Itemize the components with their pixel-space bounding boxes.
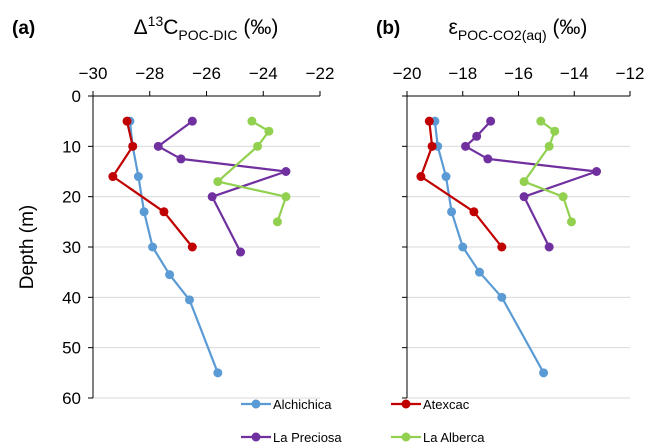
series-line-alchichica: [433, 121, 545, 374]
data-point-la-preciosa: [176, 154, 186, 164]
legend-marker: [401, 432, 411, 442]
legend-item-la-preciosa: La Preciosa: [241, 430, 342, 445]
data-point-alchichica: [213, 368, 223, 378]
data-point-la-alberca: [264, 126, 274, 136]
x-tick-label: −20: [393, 64, 422, 83]
series-la-alberca: [519, 116, 576, 227]
legend-marker: [251, 432, 261, 442]
data-point-la-preciosa: [207, 192, 217, 202]
legend-label: La Alberca: [423, 430, 485, 445]
data-point-la-alberca: [213, 177, 223, 187]
panel-b: −20 −18 −16 −14 −12 (b) εPOC-CO2(aq) (‰): [376, 16, 645, 399]
data-point-alchichica: [165, 270, 175, 280]
data-point-la-alberca: [544, 141, 554, 151]
x-tick-label: −30: [79, 64, 108, 83]
data-point-atexcac: [159, 207, 169, 217]
series-atexcac: [416, 116, 507, 252]
legend: Alchichica Atexcac La Preciosa La Alberca: [241, 397, 485, 445]
data-point-alchichica: [458, 242, 468, 252]
data-point-la-alberca: [519, 177, 529, 187]
y-tick-label: 60: [62, 389, 81, 408]
data-point-la-preciosa: [461, 141, 471, 151]
data-point-alchichica: [148, 242, 158, 252]
data-point-alchichica: [447, 207, 457, 217]
x-tick-label: −24: [249, 64, 278, 83]
data-point-la-preciosa: [187, 116, 197, 126]
data-point-la-preciosa: [519, 192, 529, 202]
y-tick-label: 40: [62, 288, 81, 307]
series-alchichica: [430, 116, 549, 378]
legend-item-atexcac: Atexcac: [391, 397, 470, 412]
x-tick-label: −14: [560, 64, 589, 83]
series-line-atexcac: [111, 120, 194, 248]
series-la-alberca: [213, 116, 291, 227]
x-axis-title: εPOC-CO2(aq) (‰): [449, 16, 588, 43]
data-point-la-alberca: [247, 116, 257, 126]
data-point-atexcac: [187, 242, 197, 252]
legend-label: Alchichica: [273, 397, 332, 412]
legend-item-la-alberca: La Alberca: [391, 430, 485, 445]
data-point-la-preciosa: [472, 131, 482, 141]
y-axis-title: Depth (m): [17, 205, 38, 289]
data-point-atexcac: [469, 207, 479, 217]
x-tick-label: −18: [448, 64, 477, 83]
series-line-la-alberca: [523, 120, 573, 223]
panel-label: (a): [12, 18, 35, 39]
data-point-la-preciosa: [281, 167, 291, 176]
data-point-la-preciosa: [544, 242, 554, 252]
series-line-la-preciosa: [157, 120, 288, 253]
x-tick-label: −28: [135, 64, 164, 83]
x-tick-label: −22: [306, 64, 335, 83]
data-point-alchichica: [474, 267, 484, 277]
panel-a: −30 −28 −26 −24 −22 0 10 20 30 40 50 60 (a) Δ13CPOC-D…: [12, 13, 334, 408]
data-point-alchichica: [133, 172, 143, 182]
x-tick-label: −26: [192, 64, 221, 83]
data-point-alchichica: [184, 295, 194, 305]
series-la-preciosa: [153, 116, 291, 257]
data-point-atexcac: [427, 141, 437, 151]
data-point-la-preciosa: [592, 167, 602, 176]
legend-marker: [401, 399, 411, 409]
data-point-atexcac: [108, 172, 118, 182]
data-point-la-preciosa: [236, 247, 246, 257]
data-point-atexcac: [424, 116, 434, 126]
data-point-la-alberca: [536, 116, 546, 126]
data-point-alchichica: [497, 292, 507, 302]
legend-label: La Preciosa: [273, 430, 342, 445]
data-point-atexcac: [128, 141, 138, 151]
data-point-la-alberca: [281, 192, 291, 202]
legend-label: Atexcac: [423, 397, 470, 412]
data-point-atexcac: [122, 116, 132, 126]
series-line-alchichica: [128, 121, 219, 374]
panel-label: (b): [376, 18, 400, 39]
series-line-atexcac: [419, 121, 503, 248]
series-la-preciosa: [461, 116, 602, 252]
series-atexcac: [108, 116, 197, 252]
data-point-la-preciosa: [486, 116, 496, 126]
legend-marker: [251, 399, 261, 409]
y-tick-label: 10: [62, 137, 81, 156]
data-point-la-alberca: [253, 141, 263, 151]
y-tick-label: 30: [62, 238, 81, 257]
y-tick-label: 0: [72, 87, 81, 106]
data-point-alchichica: [441, 172, 451, 182]
x-tick-label: −16: [504, 64, 533, 83]
x-tick-label: −12: [616, 64, 645, 83]
y-tick-label: 50: [62, 339, 81, 358]
data-point-la-alberca: [272, 217, 282, 227]
data-point-alchichica: [539, 368, 549, 378]
x-axis-title: Δ13CPOC-DIC (‰): [134, 13, 279, 43]
data-point-alchichica: [139, 207, 149, 217]
data-point-la-alberca: [566, 217, 576, 227]
legend-item-alchichica: Alchichica: [241, 397, 332, 412]
data-point-la-alberca: [550, 126, 560, 136]
data-point-la-alberca: [558, 192, 568, 202]
data-point-atexcac: [497, 242, 507, 252]
data-point-atexcac: [416, 172, 426, 182]
y-tick-label: 20: [62, 188, 81, 207]
series-line-la-alberca: [216, 120, 288, 223]
data-point-la-preciosa: [483, 154, 493, 164]
data-point-la-preciosa: [153, 141, 163, 151]
